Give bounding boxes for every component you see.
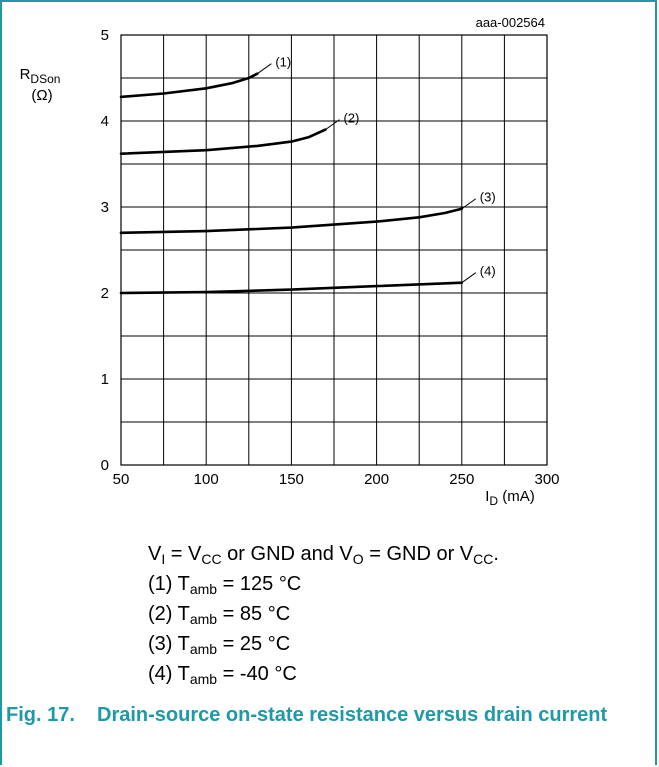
series-line-2 xyxy=(119,128,327,155)
y-tick-label: 4 xyxy=(101,113,109,130)
cond-v-sub: I xyxy=(161,551,166,567)
series-label-3: (3) xyxy=(480,190,496,205)
cond-b-sub: O xyxy=(352,551,364,567)
series-line-4 xyxy=(119,281,464,295)
cond-item-value: = 25 °C xyxy=(217,633,291,655)
series-leader-1 xyxy=(257,63,272,75)
cond-item-value: = 125 °C xyxy=(217,573,302,595)
cond-c-sub: CC xyxy=(473,551,494,567)
series-label-2: (2) xyxy=(343,111,359,126)
series-label-4: (4) xyxy=(480,264,496,279)
x-tick-label: 250 xyxy=(449,471,474,488)
ticks: 50 100 150 200 250 300 0 1 2 3 4 5 xyxy=(101,27,560,488)
series-line-3 xyxy=(119,207,464,235)
series-group: (1) (2) (3) (4) xyxy=(119,55,496,295)
x-tick-label: 100 xyxy=(194,471,219,488)
x-axis-label-unit: (mA) xyxy=(498,488,535,505)
series-line-1 xyxy=(119,72,259,99)
y-tick-label: 2 xyxy=(101,285,109,302)
cond-item-sub: amb xyxy=(189,671,218,687)
cond-v: V xyxy=(148,543,162,565)
grid xyxy=(121,35,547,465)
figure-id-label: aaa-002564 xyxy=(476,15,545,30)
cond-item-value: = -40 °C xyxy=(217,663,297,685)
y-tick-label: 1 xyxy=(101,371,109,388)
x-tick-label: 200 xyxy=(364,471,389,488)
cond-item-sub: amb xyxy=(189,611,218,627)
cond-a: = V xyxy=(165,543,202,565)
cond-b: or GND and V xyxy=(221,543,353,565)
condition-item-2: (2) Tamb = 85 °C xyxy=(148,602,290,626)
conditions-line: VI = VCC or GND and VO = GND or VCC. xyxy=(148,542,499,566)
cond-item-sub: amb xyxy=(189,581,218,597)
cond-item-prefix: (1) T xyxy=(148,573,190,595)
figure-caption-text: Drain-source on-state resistance versus … xyxy=(97,704,608,726)
condition-item-3: (3) Tamb = 25 °C xyxy=(148,632,290,656)
chart: 50 100 150 200 250 300 0 1 2 3 4 5 (1) (2) (3) (4) aaa… xyxy=(20,15,560,508)
x-tick-label: 50 xyxy=(113,471,130,488)
figure-number: Fig. 17. xyxy=(6,704,75,726)
x-axis-label: ID (mA) xyxy=(485,488,535,508)
cond-item-sub: amb xyxy=(189,641,218,657)
series-leader-2 xyxy=(325,119,340,131)
condition-item-1: (1) Tamb = 125 °C xyxy=(148,572,301,596)
x-tick-label: 150 xyxy=(279,471,304,488)
condition-item-4: (4) Tamb = -40 °C xyxy=(148,662,297,686)
cond-item-value: = 85 °C xyxy=(217,603,291,625)
series-leader-3 xyxy=(461,198,477,210)
y-tick-label: 3 xyxy=(101,199,109,216)
series-leader-4 xyxy=(461,272,477,284)
y-tick-label: 0 xyxy=(101,457,109,474)
cond-item-prefix: (2) T xyxy=(148,603,190,625)
x-tick-label: 300 xyxy=(534,471,559,488)
y-axis-label-main: R xyxy=(20,66,31,83)
cond-a-sub: CC xyxy=(201,551,222,567)
series-label-1: (1) xyxy=(275,55,291,70)
cond-item-prefix: (4) T xyxy=(148,663,190,685)
cond-item-prefix: (3) T xyxy=(148,633,190,655)
x-axis-label-sub: D xyxy=(489,494,498,508)
plot-area-border xyxy=(120,34,548,466)
y-axis-label-sub: DSon xyxy=(30,72,60,86)
x-axis-label-main: I xyxy=(485,488,489,505)
cond-d: . xyxy=(493,543,499,565)
cond-c: = GND or V xyxy=(363,543,474,565)
y-tick-label: 5 xyxy=(101,27,109,44)
y-axis-label: RDSon xyxy=(20,66,61,86)
y-axis-unit: (Ω) xyxy=(31,87,52,104)
